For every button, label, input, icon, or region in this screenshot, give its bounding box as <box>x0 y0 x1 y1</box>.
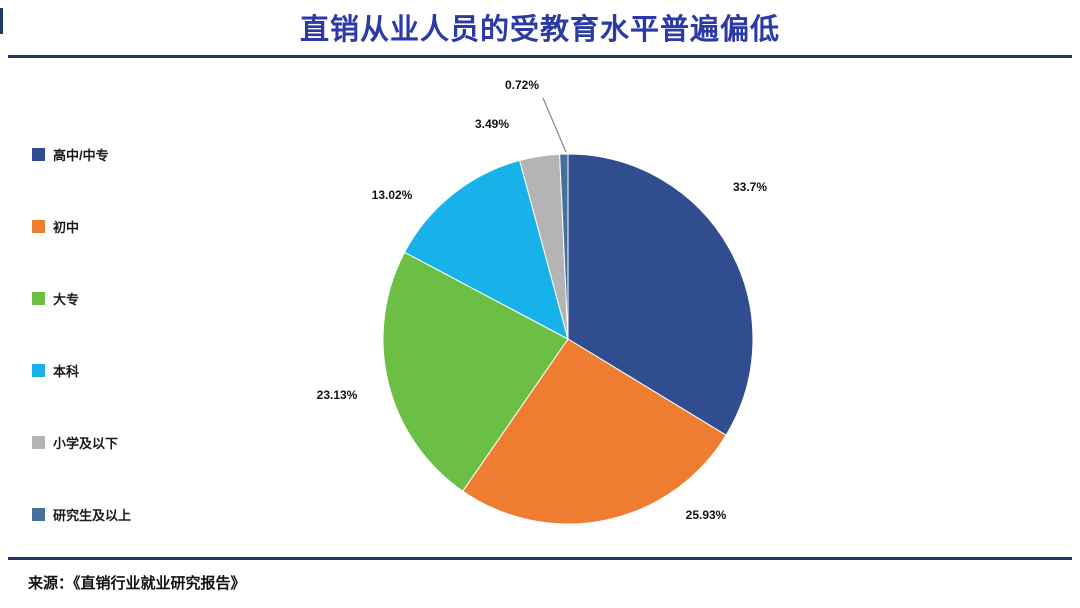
pct-label-3: 13.02% <box>372 188 413 202</box>
legend-swatch <box>32 363 45 377</box>
legend-item-chuzhong: 初中 <box>32 218 131 235</box>
pct-label-2: 23.13% <box>317 388 358 402</box>
pie-slice-3 <box>403 159 569 340</box>
bottom-divider <box>8 557 1072 560</box>
pct-label-4: 3.49% <box>475 117 509 131</box>
top-divider <box>8 55 1072 58</box>
left-edge-tick <box>0 8 3 34</box>
legend-swatch <box>32 219 45 233</box>
legend-swatch <box>32 507 45 521</box>
legend-item-dazhuan: 大专 <box>32 290 131 307</box>
legend-item-gaozhong: 高中/中专 <box>32 146 131 163</box>
pie-slice-5 <box>559 153 569 340</box>
chart-title: 直销从业人员的受教育水平普遍偏低 <box>299 14 780 46</box>
pct-label-1: 25.93% <box>686 508 727 522</box>
legend-label: 研究生及以上 <box>53 507 132 523</box>
legend-swatch <box>32 147 45 161</box>
pie-slice-2 <box>382 251 569 492</box>
legend-item-xiaoxue: 小学及以下 <box>32 434 131 451</box>
pct-label-0: 33.7% <box>733 180 767 194</box>
legend-label: 大专 <box>53 291 80 307</box>
pct-label-5: 0.72% <box>505 78 539 92</box>
pie-chart: 33.7% 25.93% 23.13% 13.02% 3.49% 0.72% <box>317 78 767 525</box>
legend-swatch <box>32 435 45 449</box>
legend-label: 高中/中专 <box>53 147 109 163</box>
pie-slice-0 <box>567 153 754 436</box>
legend-label: 初中 <box>53 219 80 235</box>
legend-label: 本科 <box>53 363 80 379</box>
legend-item-yanjiusheng: 研究生及以上 <box>32 506 132 523</box>
legend: 高中/中专 初中 大专 本科 小学及以下 研究生及以上 <box>32 146 132 523</box>
legend-item-benke: 本科 <box>32 362 131 379</box>
leader-line <box>542 97 567 153</box>
pie-slice-1 <box>462 338 727 525</box>
legend-label: 小学及以下 <box>53 435 119 451</box>
legend-swatch <box>32 291 45 305</box>
source-caption: 来源：《直销行业就业研究报告》 <box>28 575 246 592</box>
